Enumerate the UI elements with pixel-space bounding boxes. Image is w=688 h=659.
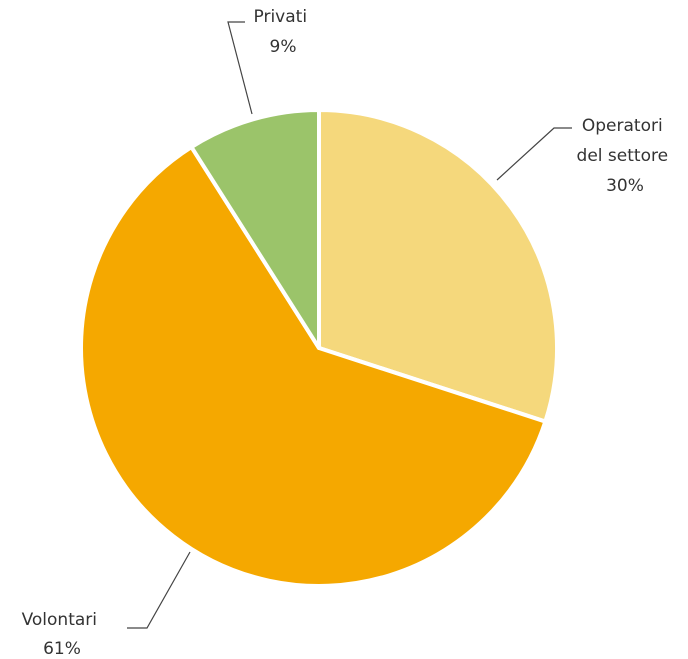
- slice-value-privati: 9%: [270, 37, 297, 57]
- slice-label-volontari-line1: Volontari: [22, 610, 97, 630]
- slice-label-volontari: Volontari 61%: [22, 610, 103, 659]
- slice-privati: [189, 108, 321, 350]
- slice-operatori: [317, 108, 559, 424]
- slice-label-operatori: Operatori del settore 30%: [577, 116, 674, 196]
- slice-value-operatori: 30%: [606, 176, 644, 196]
- slice-label-operatori-line2: del settore: [577, 146, 669, 166]
- leader-line-operatori: [496, 127, 572, 181]
- pie-slices: [79, 108, 559, 588]
- slice-value-volontari: 61%: [43, 639, 81, 659]
- slice-label-operatori-line1: Operatori: [582, 116, 663, 136]
- leader-line-privati: [227, 21, 253, 115]
- slice-label-privati: Privati 9%: [254, 7, 313, 57]
- leader-lines: [127, 21, 572, 629]
- leader-line-volontari: [127, 551, 191, 629]
- slice-volontari: [79, 145, 548, 588]
- slice-label-privati-line1: Privati: [254, 7, 308, 27]
